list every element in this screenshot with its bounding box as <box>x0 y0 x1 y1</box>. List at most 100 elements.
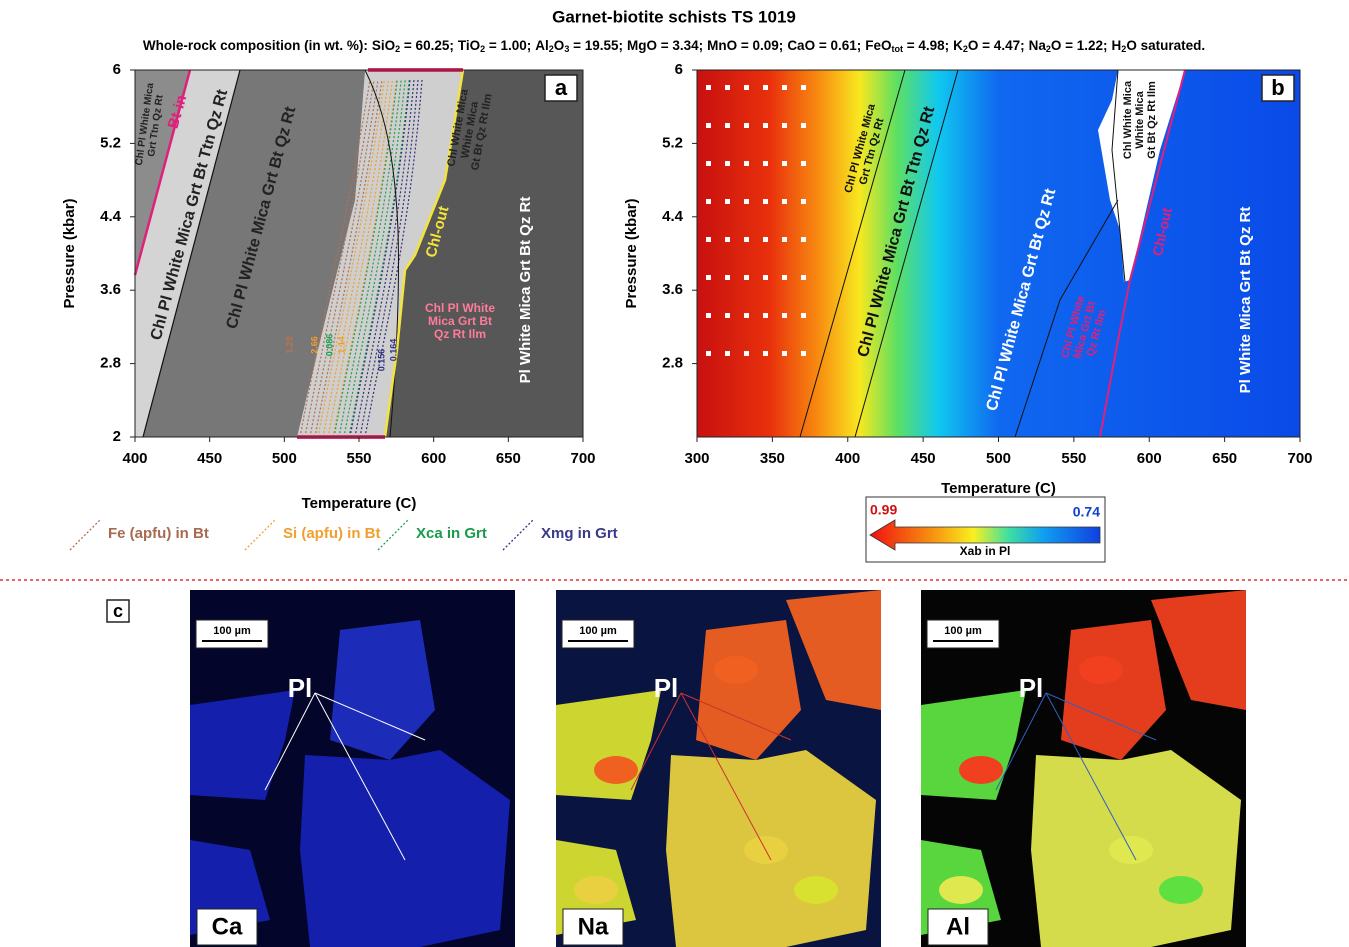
speckle <box>744 313 749 318</box>
speckle <box>763 161 768 166</box>
composition-item: = 4.98; <box>903 38 949 53</box>
speckle <box>744 275 749 280</box>
speckle <box>706 313 711 318</box>
mineral-grain <box>696 620 801 760</box>
boundary <box>364 69 399 438</box>
legend-swatch <box>69 519 101 551</box>
pointer-line <box>314 692 426 741</box>
legend-label: Fe (apfu) in Bt <box>108 525 209 542</box>
isopleth <box>309 79 379 438</box>
speckle <box>801 161 806 166</box>
speckle <box>744 85 749 90</box>
composition-item: Al <box>535 38 549 53</box>
panel-label: c <box>113 601 123 621</box>
legend-label: Si (apfu) in Bt <box>283 525 381 542</box>
figure-title: Garnet-biotite schists TS 1019 <box>552 7 796 26</box>
colorbar-label: Xab in Pl <box>960 544 1011 558</box>
hot-spot <box>1079 656 1123 684</box>
element-label: Na <box>578 913 609 940</box>
mineral-label: Pl <box>288 673 313 703</box>
speckle <box>744 351 749 356</box>
composition-item: = 60.25; <box>400 38 454 53</box>
isopleth <box>299 79 371 438</box>
speckle <box>801 275 806 280</box>
subscript: 2 <box>963 44 968 54</box>
x-tick-label: 650 <box>496 450 521 467</box>
boundary <box>1099 69 1186 438</box>
speckle <box>782 161 787 166</box>
y-tick-label: 3.6 <box>100 281 121 298</box>
field-label-line: Mica Grt Bt <box>428 314 492 328</box>
x-tick-label: 350 <box>760 450 785 467</box>
isopleth <box>359 79 419 438</box>
hot-spot <box>959 756 1003 784</box>
y-axis-label: Pressure (kbar) <box>61 198 78 308</box>
scale-box <box>195 619 269 649</box>
speckle <box>801 313 806 318</box>
y-tick-label: 3.6 <box>662 281 683 298</box>
composition-item: CaO = 0.61; <box>787 38 861 53</box>
composition-item: SiO <box>372 38 395 53</box>
y-tick-label: 2.8 <box>100 355 121 372</box>
boundary <box>1014 199 1119 438</box>
composition-item: FeO <box>865 38 891 53</box>
composition: Whole-rock composition (in wt. %): SiO2 =… <box>143 38 1205 55</box>
speckle <box>706 351 711 356</box>
x-tick-label: 450 <box>911 450 936 467</box>
speckle <box>744 237 749 242</box>
isopleth <box>333 79 398 438</box>
speckle <box>782 85 787 90</box>
speckle <box>725 123 730 128</box>
speckle <box>782 199 787 204</box>
composition-item: = 19.55; <box>569 38 623 53</box>
x-tick-label: 500 <box>986 450 1011 467</box>
speckle <box>725 275 730 280</box>
field-label-line: Chl Pl White <box>425 301 495 315</box>
boundary <box>854 69 959 438</box>
speckle <box>744 123 749 128</box>
x-tick-label: 450 <box>197 450 222 467</box>
boundary <box>799 69 906 438</box>
speckle <box>706 161 711 166</box>
panel-label-box <box>1261 74 1295 102</box>
composition-item: O = 1.22; <box>1051 38 1108 53</box>
element-box <box>927 908 989 946</box>
boundary <box>142 69 241 438</box>
composition-item: Na <box>1029 38 1047 53</box>
field-label: Pl White Mica Grt Bt Qz Rt <box>517 197 534 384</box>
scale-label: 100 µm <box>579 625 617 637</box>
speckle <box>763 85 768 90</box>
mineral-grain <box>300 750 510 947</box>
subscript: 2 <box>395 44 400 54</box>
isopleth <box>364 79 423 438</box>
y-tick-label: 4.4 <box>662 208 684 225</box>
y-tick-label: 2.8 <box>662 355 683 372</box>
isopleth <box>304 79 375 438</box>
hot-spot <box>939 876 983 904</box>
subscript: 2 <box>480 44 485 54</box>
speckle <box>801 237 806 242</box>
subscript: 3 <box>564 44 569 54</box>
speckle <box>725 351 730 356</box>
field-label-line: Pl White Mica Grt Bt Qz Rt <box>1237 207 1254 394</box>
subscript: 2 <box>1046 44 1051 54</box>
speckle <box>801 351 806 356</box>
speckle <box>782 351 787 356</box>
speckle <box>706 123 711 128</box>
field-label: Chl White MicaWhite MicaGt Bt Qz Rt Ilm <box>1122 80 1158 159</box>
x-tick-label: 300 <box>684 450 709 467</box>
y-tick-label: 6 <box>113 61 121 78</box>
panel-label-box <box>106 599 130 623</box>
pointer-line <box>1045 692 1157 741</box>
speckle <box>725 85 730 90</box>
isopleth-label: 1.29 <box>284 336 294 354</box>
speckle <box>706 275 711 280</box>
field-label-line: Chl White Mica <box>1122 80 1134 159</box>
mineral-label: Pl <box>1019 673 1044 703</box>
composition-intro: Whole-rock composition (in wt. %): <box>143 38 368 53</box>
speckle <box>801 123 806 128</box>
y-axis-label: Pressure (kbar) <box>623 198 640 308</box>
scale-label: 100 µm <box>213 625 251 637</box>
speckle <box>782 123 787 128</box>
speckle <box>725 161 730 166</box>
